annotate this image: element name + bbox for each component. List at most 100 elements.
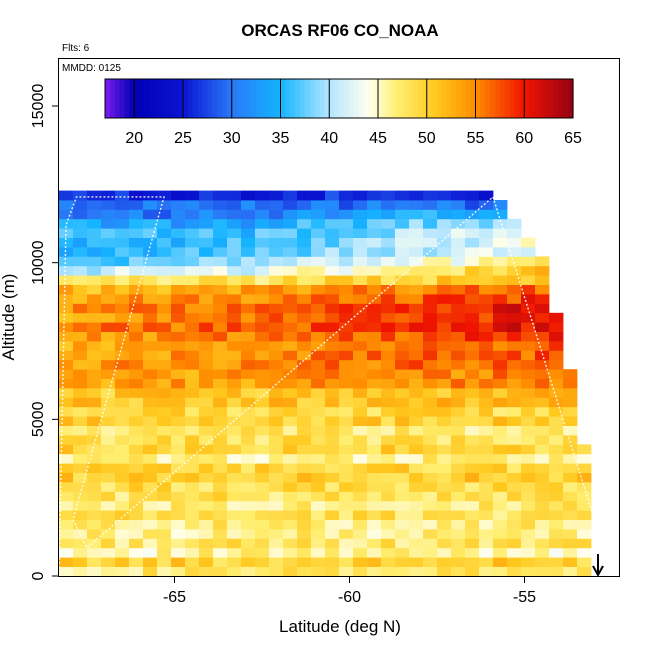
heatmap-cell bbox=[297, 435, 312, 445]
heatmap-cell bbox=[171, 200, 186, 210]
heatmap-cell bbox=[73, 200, 88, 210]
heatmap-cell bbox=[255, 209, 270, 220]
heatmap-cell bbox=[409, 341, 424, 351]
heatmap-cell bbox=[367, 303, 382, 314]
heatmap-cell bbox=[493, 510, 508, 520]
heatmap-cell bbox=[549, 359, 564, 370]
heatmap-cell bbox=[73, 463, 88, 473]
heatmap-cell bbox=[521, 557, 536, 567]
heatmap-cell bbox=[311, 294, 326, 304]
heatmap-cell bbox=[521, 237, 536, 248]
heatmap-cell bbox=[199, 435, 214, 445]
heatmap-cell bbox=[423, 491, 438, 502]
heatmap-cell bbox=[339, 444, 354, 455]
heatmap-cell bbox=[381, 538, 396, 549]
heatmap-cell bbox=[311, 538, 326, 549]
heatmap-cell bbox=[101, 200, 116, 210]
heatmap-cell bbox=[269, 350, 284, 361]
heatmap-cell bbox=[535, 547, 550, 558]
heatmap-cell bbox=[409, 303, 424, 314]
heatmap-cell bbox=[451, 190, 466, 201]
heatmap-cell bbox=[325, 453, 340, 464]
heatmap-cell bbox=[451, 275, 466, 285]
colorbar-swatch bbox=[397, 79, 403, 118]
heatmap-cell bbox=[395, 275, 410, 285]
heatmap-cell bbox=[479, 190, 494, 201]
heatmap-cell bbox=[367, 200, 382, 210]
heatmap-cell bbox=[479, 491, 494, 502]
heatmap-cell bbox=[479, 519, 494, 530]
heatmap-cell bbox=[199, 312, 214, 323]
heatmap-cell bbox=[367, 265, 382, 276]
heatmap-cell bbox=[437, 218, 452, 229]
heatmap-cell bbox=[115, 331, 130, 342]
heatmap-cell bbox=[129, 228, 144, 238]
heatmap-cell bbox=[115, 491, 130, 502]
heatmap-cell bbox=[381, 472, 396, 483]
heatmap-cell bbox=[493, 566, 508, 577]
heatmap-cell bbox=[395, 482, 410, 492]
heatmap-cell bbox=[143, 256, 158, 267]
heatmap-cell bbox=[493, 425, 508, 436]
heatmap-cell bbox=[297, 416, 312, 426]
heatmap-cell bbox=[479, 303, 494, 314]
heatmap-cell bbox=[129, 491, 144, 502]
colorbar-swatch bbox=[329, 79, 335, 118]
heatmap-cell bbox=[283, 256, 298, 267]
heatmap-cell bbox=[367, 482, 382, 492]
heatmap-cell bbox=[227, 312, 242, 323]
heatmap-cell bbox=[437, 341, 452, 351]
heatmap-cell bbox=[199, 237, 214, 248]
heatmap-cell bbox=[129, 303, 144, 314]
heatmap-cell bbox=[283, 237, 298, 248]
heatmap-cell bbox=[381, 557, 396, 567]
heatmap-cell bbox=[451, 209, 466, 220]
heatmap-cell bbox=[171, 294, 186, 304]
heatmap-cell bbox=[87, 397, 102, 408]
heatmap-cell bbox=[325, 341, 340, 351]
heatmap-cell bbox=[59, 482, 74, 492]
heatmap-cell bbox=[241, 500, 256, 511]
heatmap-cell bbox=[577, 566, 592, 577]
heatmap-cell bbox=[521, 397, 536, 408]
colorbar-tick-label: 30 bbox=[223, 130, 241, 147]
heatmap-cell bbox=[493, 350, 508, 361]
heatmap-cell bbox=[577, 491, 592, 502]
heatmap-cell bbox=[87, 510, 102, 520]
heatmap-cell bbox=[73, 359, 88, 370]
heatmap-cell bbox=[507, 388, 522, 398]
heatmap-cell bbox=[311, 444, 326, 455]
heatmap-cell bbox=[255, 247, 270, 257]
heatmap-cell bbox=[87, 519, 102, 530]
heatmap-cell bbox=[241, 510, 256, 520]
heatmap-cell bbox=[381, 350, 396, 361]
heatmap-cell bbox=[87, 256, 102, 267]
heatmap-cell bbox=[325, 303, 340, 314]
y-tick-label: 15000 bbox=[30, 84, 47, 129]
heatmap-cell bbox=[255, 547, 270, 558]
heatmap-cell bbox=[87, 547, 102, 558]
heatmap-cell bbox=[311, 256, 326, 267]
colorbar-swatch bbox=[538, 79, 545, 118]
heatmap-cell bbox=[87, 312, 102, 323]
heatmap-cell bbox=[353, 237, 368, 248]
colorbar-tick-label: 60 bbox=[515, 130, 533, 147]
heatmap-cell bbox=[185, 416, 200, 426]
heatmap-cell bbox=[451, 228, 466, 238]
heatmap-cell bbox=[73, 425, 88, 436]
heatmap-cell bbox=[171, 529, 186, 539]
heatmap-cell bbox=[129, 529, 144, 539]
heatmap-cell bbox=[241, 416, 256, 426]
heatmap-cell bbox=[465, 200, 480, 210]
heatmap-cell bbox=[269, 190, 284, 201]
heatmap-cell bbox=[213, 331, 228, 342]
heatmap-cell bbox=[59, 538, 74, 549]
heatmap-cell bbox=[283, 416, 298, 426]
heatmap-cell bbox=[143, 378, 158, 389]
heatmap-cell bbox=[269, 538, 284, 549]
heatmap-cell bbox=[157, 529, 172, 539]
heatmap-cell bbox=[577, 557, 592, 567]
heatmap-cell bbox=[171, 284, 186, 295]
heatmap-cell bbox=[171, 482, 186, 492]
heatmap-cell bbox=[493, 275, 508, 285]
